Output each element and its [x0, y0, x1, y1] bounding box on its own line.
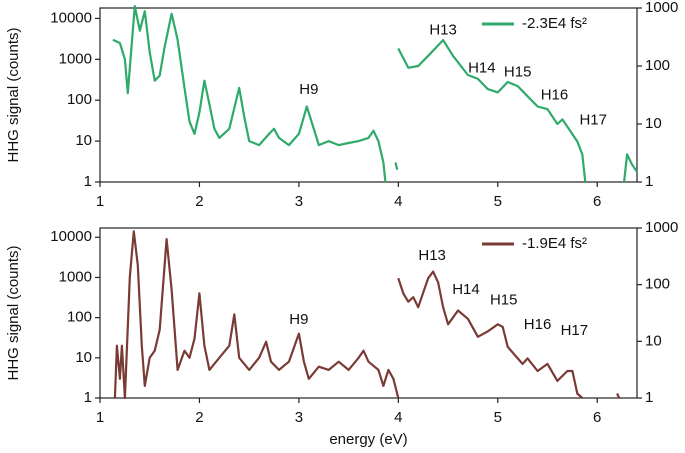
y2-tick-label: 10 — [645, 115, 662, 132]
y2-tick-label: 1 — [645, 389, 653, 406]
annotation: H17 — [579, 111, 607, 128]
x-tick-label: 1 — [96, 409, 104, 426]
annotation: H17 — [561, 322, 589, 339]
x-axis-label: energy (eV) — [329, 431, 407, 448]
x-tick-label: 3 — [295, 409, 303, 426]
x-tick-label: 1 — [96, 193, 104, 210]
annotation: H15 — [490, 291, 518, 308]
x-tick-label: 5 — [494, 409, 502, 426]
y2-tick-label: 10 — [645, 332, 662, 349]
x-tick-label: 4 — [394, 409, 402, 426]
x-tick-label: 2 — [195, 193, 203, 210]
y-tick-label: 10 — [75, 349, 92, 366]
legend-label: -2.3E4 fs² — [522, 15, 587, 32]
annotation: H16 — [541, 87, 569, 104]
annotation: H15 — [504, 63, 532, 80]
x-tick-label: 5 — [494, 193, 502, 210]
x-tick-label: 2 — [195, 409, 203, 426]
annotation: H9 — [289, 311, 308, 328]
y-axis-label: HHG signal (counts) — [5, 245, 22, 380]
y-tick-label: 10000 — [50, 9, 92, 26]
data-line — [113, 230, 400, 400]
y-tick-label: 1000 — [59, 50, 92, 67]
legend-label: -1.9E4 fs² — [522, 235, 587, 252]
y2-tick-label: 1000 — [645, 0, 678, 16]
y-tick-label: 1000 — [59, 268, 92, 285]
y-tick-label: 1 — [84, 173, 92, 190]
y-tick-label: 10 — [75, 132, 92, 149]
y-tick-label: 100 — [67, 309, 92, 326]
x-tick-label: 6 — [593, 193, 601, 210]
data-line — [397, 270, 621, 399]
annotation: H13 — [429, 22, 457, 39]
y2-tick-label: 1 — [645, 173, 653, 190]
data-line — [397, 39, 638, 183]
y-tick-label: 1 — [84, 389, 92, 406]
annotation: H9 — [299, 81, 318, 98]
x-tick-label: 3 — [295, 193, 303, 210]
y-tick-label: 100 — [67, 91, 92, 108]
plot-frame — [99, 227, 638, 399]
annotation: H16 — [524, 316, 552, 333]
y-tick-label: 10000 — [50, 228, 92, 245]
x-tick-label: 6 — [593, 409, 601, 426]
annotation: H14 — [452, 281, 480, 298]
y2-tick-label: 100 — [645, 276, 670, 293]
y-axis-label: HHG signal (counts) — [5, 27, 22, 162]
annotation: H14 — [468, 59, 496, 76]
x-tick-label: 4 — [394, 193, 402, 210]
annotation: H13 — [418, 247, 446, 264]
y2-tick-label: 1000 — [645, 219, 678, 236]
y2-tick-label: 100 — [645, 57, 670, 74]
data-line — [112, 5, 399, 183]
plot-frame — [99, 7, 638, 183]
